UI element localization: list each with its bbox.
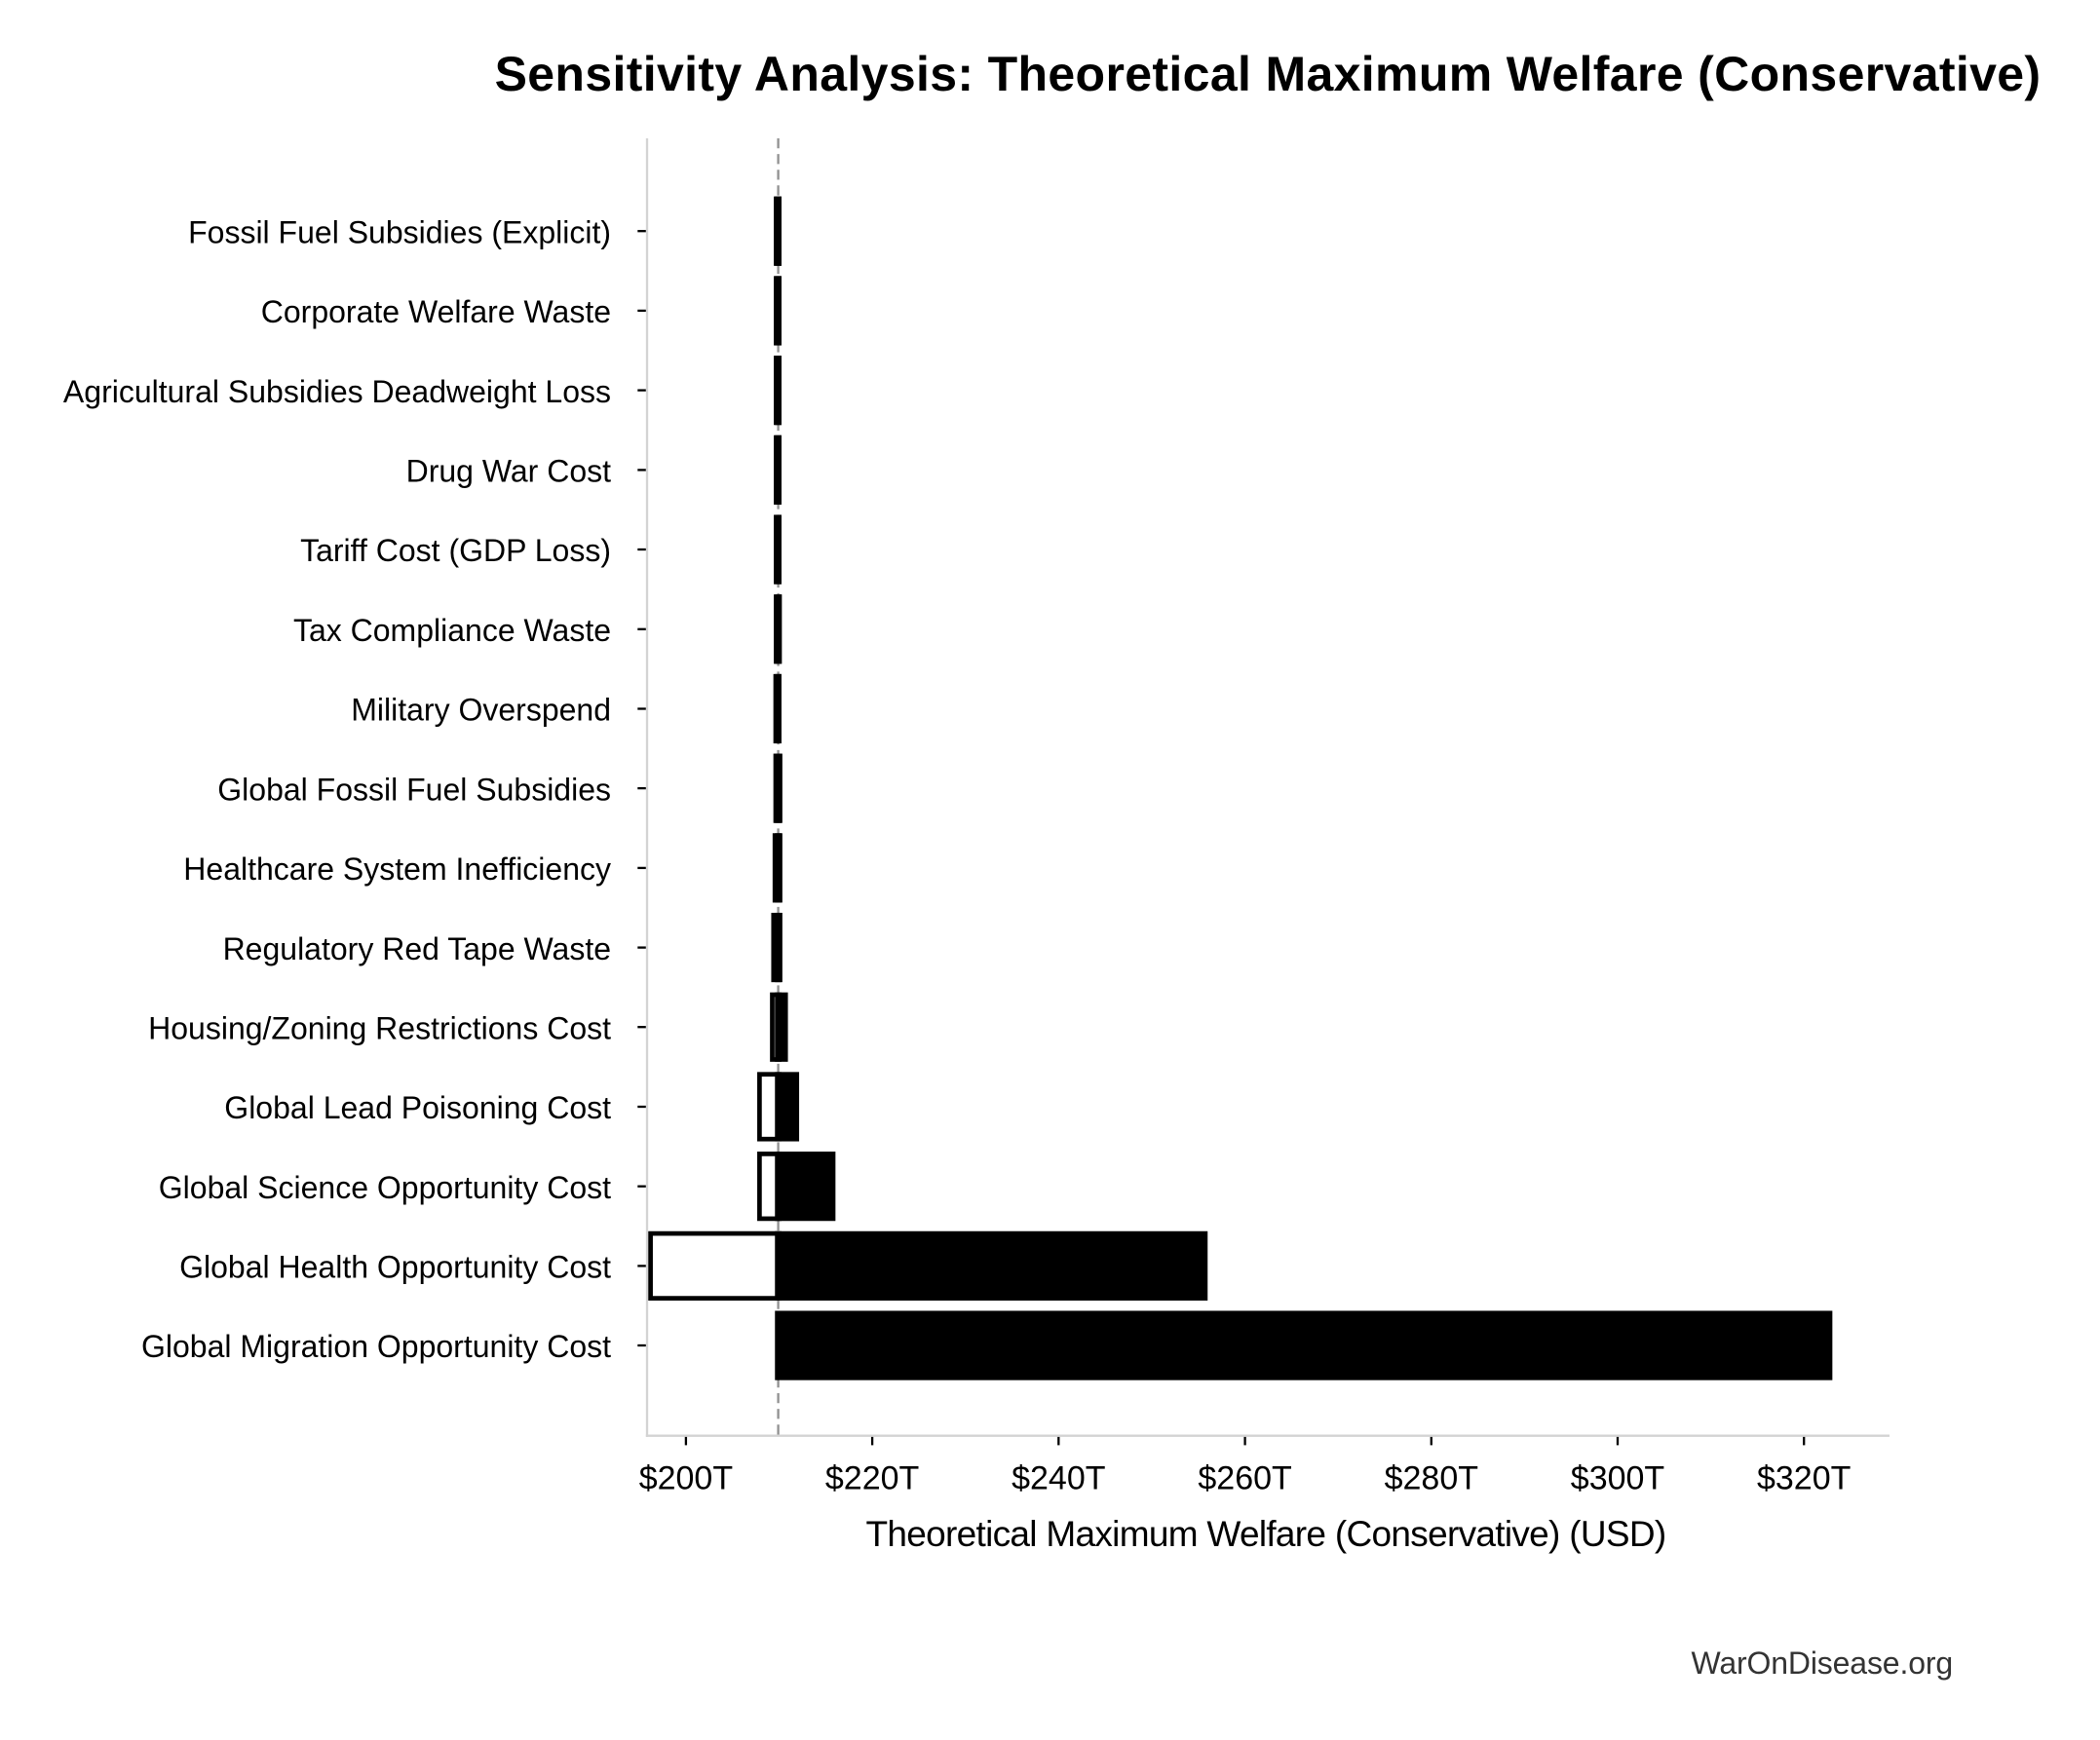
svg-text:Tariff Cost (GDP Loss): Tariff Cost (GDP Loss) [300,533,611,568]
svg-text:$280T: $280T [1385,1460,1478,1497]
svg-text:$220T: $220T [825,1460,919,1497]
svg-text:Housing/Zoning Restrictions Co: Housing/Zoning Restrictions Cost [148,1011,611,1046]
svg-text:Global Fossil Fuel Subsidies: Global Fossil Fuel Subsidies [217,772,611,807]
svg-text:Sensitivity Analysis: Theoreti: Sensitivity Analysis: Theoretical Maximu… [495,47,2042,101]
svg-text:$300T: $300T [1571,1460,1664,1497]
svg-text:$260T: $260T [1198,1460,1291,1497]
svg-text:Drug War Cost: Drug War Cost [406,454,612,489]
svg-text:Global Health Opportunity Cost: Global Health Opportunity Cost [179,1250,611,1285]
svg-text:Regulatory Red Tape Waste: Regulatory Red Tape Waste [223,931,611,966]
svg-text:Military Overspend: Military Overspend [351,693,611,728]
svg-text:Theoretical Maximum Welfare (C: Theoretical Maximum Welfare (Conservativ… [865,1514,1665,1554]
svg-text:Global Science Opportunity Cos: Global Science Opportunity Cost [159,1170,611,1205]
svg-text:Healthcare System Inefficiency: Healthcare System Inefficiency [183,851,611,887]
svg-text:Agricultural Subsidies Deadwei: Agricultural Subsidies Deadweight Loss [63,374,611,409]
svg-text:Fossil Fuel Subsidies (Explici: Fossil Fuel Subsidies (Explicit) [188,214,611,249]
svg-text:Global Migration Opportunity C: Global Migration Opportunity Cost [141,1329,611,1364]
svg-text:WarOnDisease.org: WarOnDisease.org [1691,1645,1953,1681]
svg-text:$240T: $240T [1012,1460,1105,1497]
svg-text:Tax Compliance Waste: Tax Compliance Waste [293,613,611,648]
svg-text:$200T: $200T [639,1460,733,1497]
svg-text:$320T: $320T [1757,1460,1851,1497]
svg-text:Corporate Welfare Waste: Corporate Welfare Waste [261,294,611,329]
svg-text:Global Lead Poisoning Cost: Global Lead Poisoning Cost [224,1090,611,1125]
